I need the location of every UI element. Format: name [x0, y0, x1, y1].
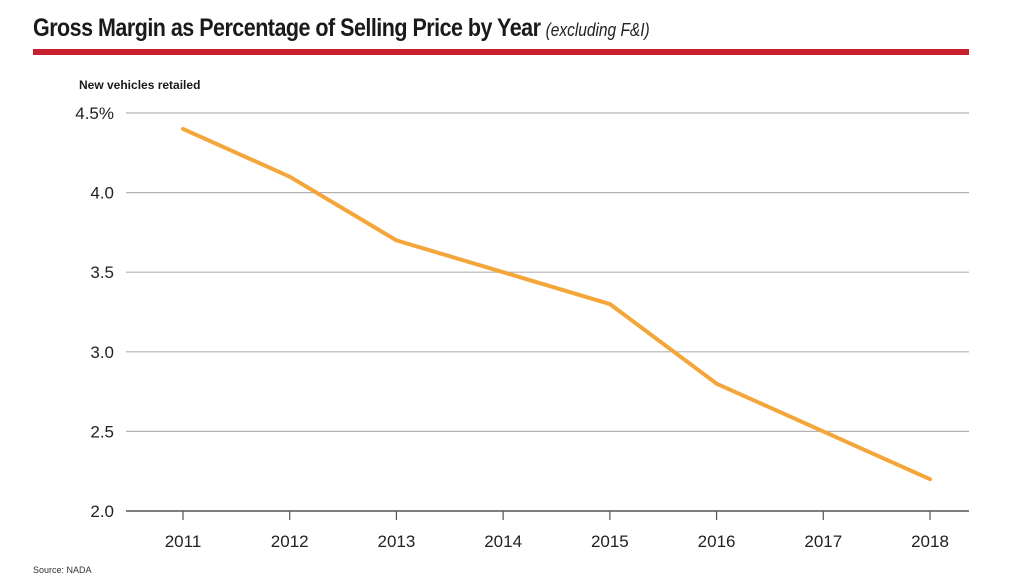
series-line — [181, 126, 932, 482]
grid-lines — [126, 112, 969, 512]
y-tick-label: 3.0 — [90, 343, 114, 362]
chart-subtitle: (excluding F&I) — [545, 20, 650, 40]
y-tick-label: 2.0 — [90, 502, 114, 521]
y-tick-labels: 4.5% 4.0 3.5 3.0 2.5 2.0 — [75, 104, 114, 521]
y-tick-label: 4.5% — [75, 104, 114, 123]
x-axis: 2011 2012 2013 2014 2015 2016 2017 2018 — [165, 511, 949, 551]
x-tick-label: 2011 — [165, 532, 202, 551]
x-tick-label: 2016 — [698, 532, 736, 551]
x-tick-label: 2018 — [911, 532, 949, 551]
x-tick-label: 2013 — [378, 532, 416, 551]
x-tick-label: 2012 — [271, 532, 309, 551]
y-tick-label: 4.0 — [90, 184, 114, 203]
x-tick-label: 2017 — [804, 532, 842, 551]
title-rule — [33, 49, 969, 55]
source-note: Source: NADA — [33, 565, 92, 575]
y-axis-label: New vehicles retailed — [79, 78, 200, 92]
chart-title: Gross Margin as Percentage of Selling Pr… — [33, 14, 650, 42]
y-tick-label: 2.5 — [90, 422, 114, 441]
x-tick-label: 2014 — [484, 532, 522, 551]
x-tick-label: 2015 — [591, 532, 629, 551]
y-tick-label: 3.5 — [90, 263, 114, 282]
